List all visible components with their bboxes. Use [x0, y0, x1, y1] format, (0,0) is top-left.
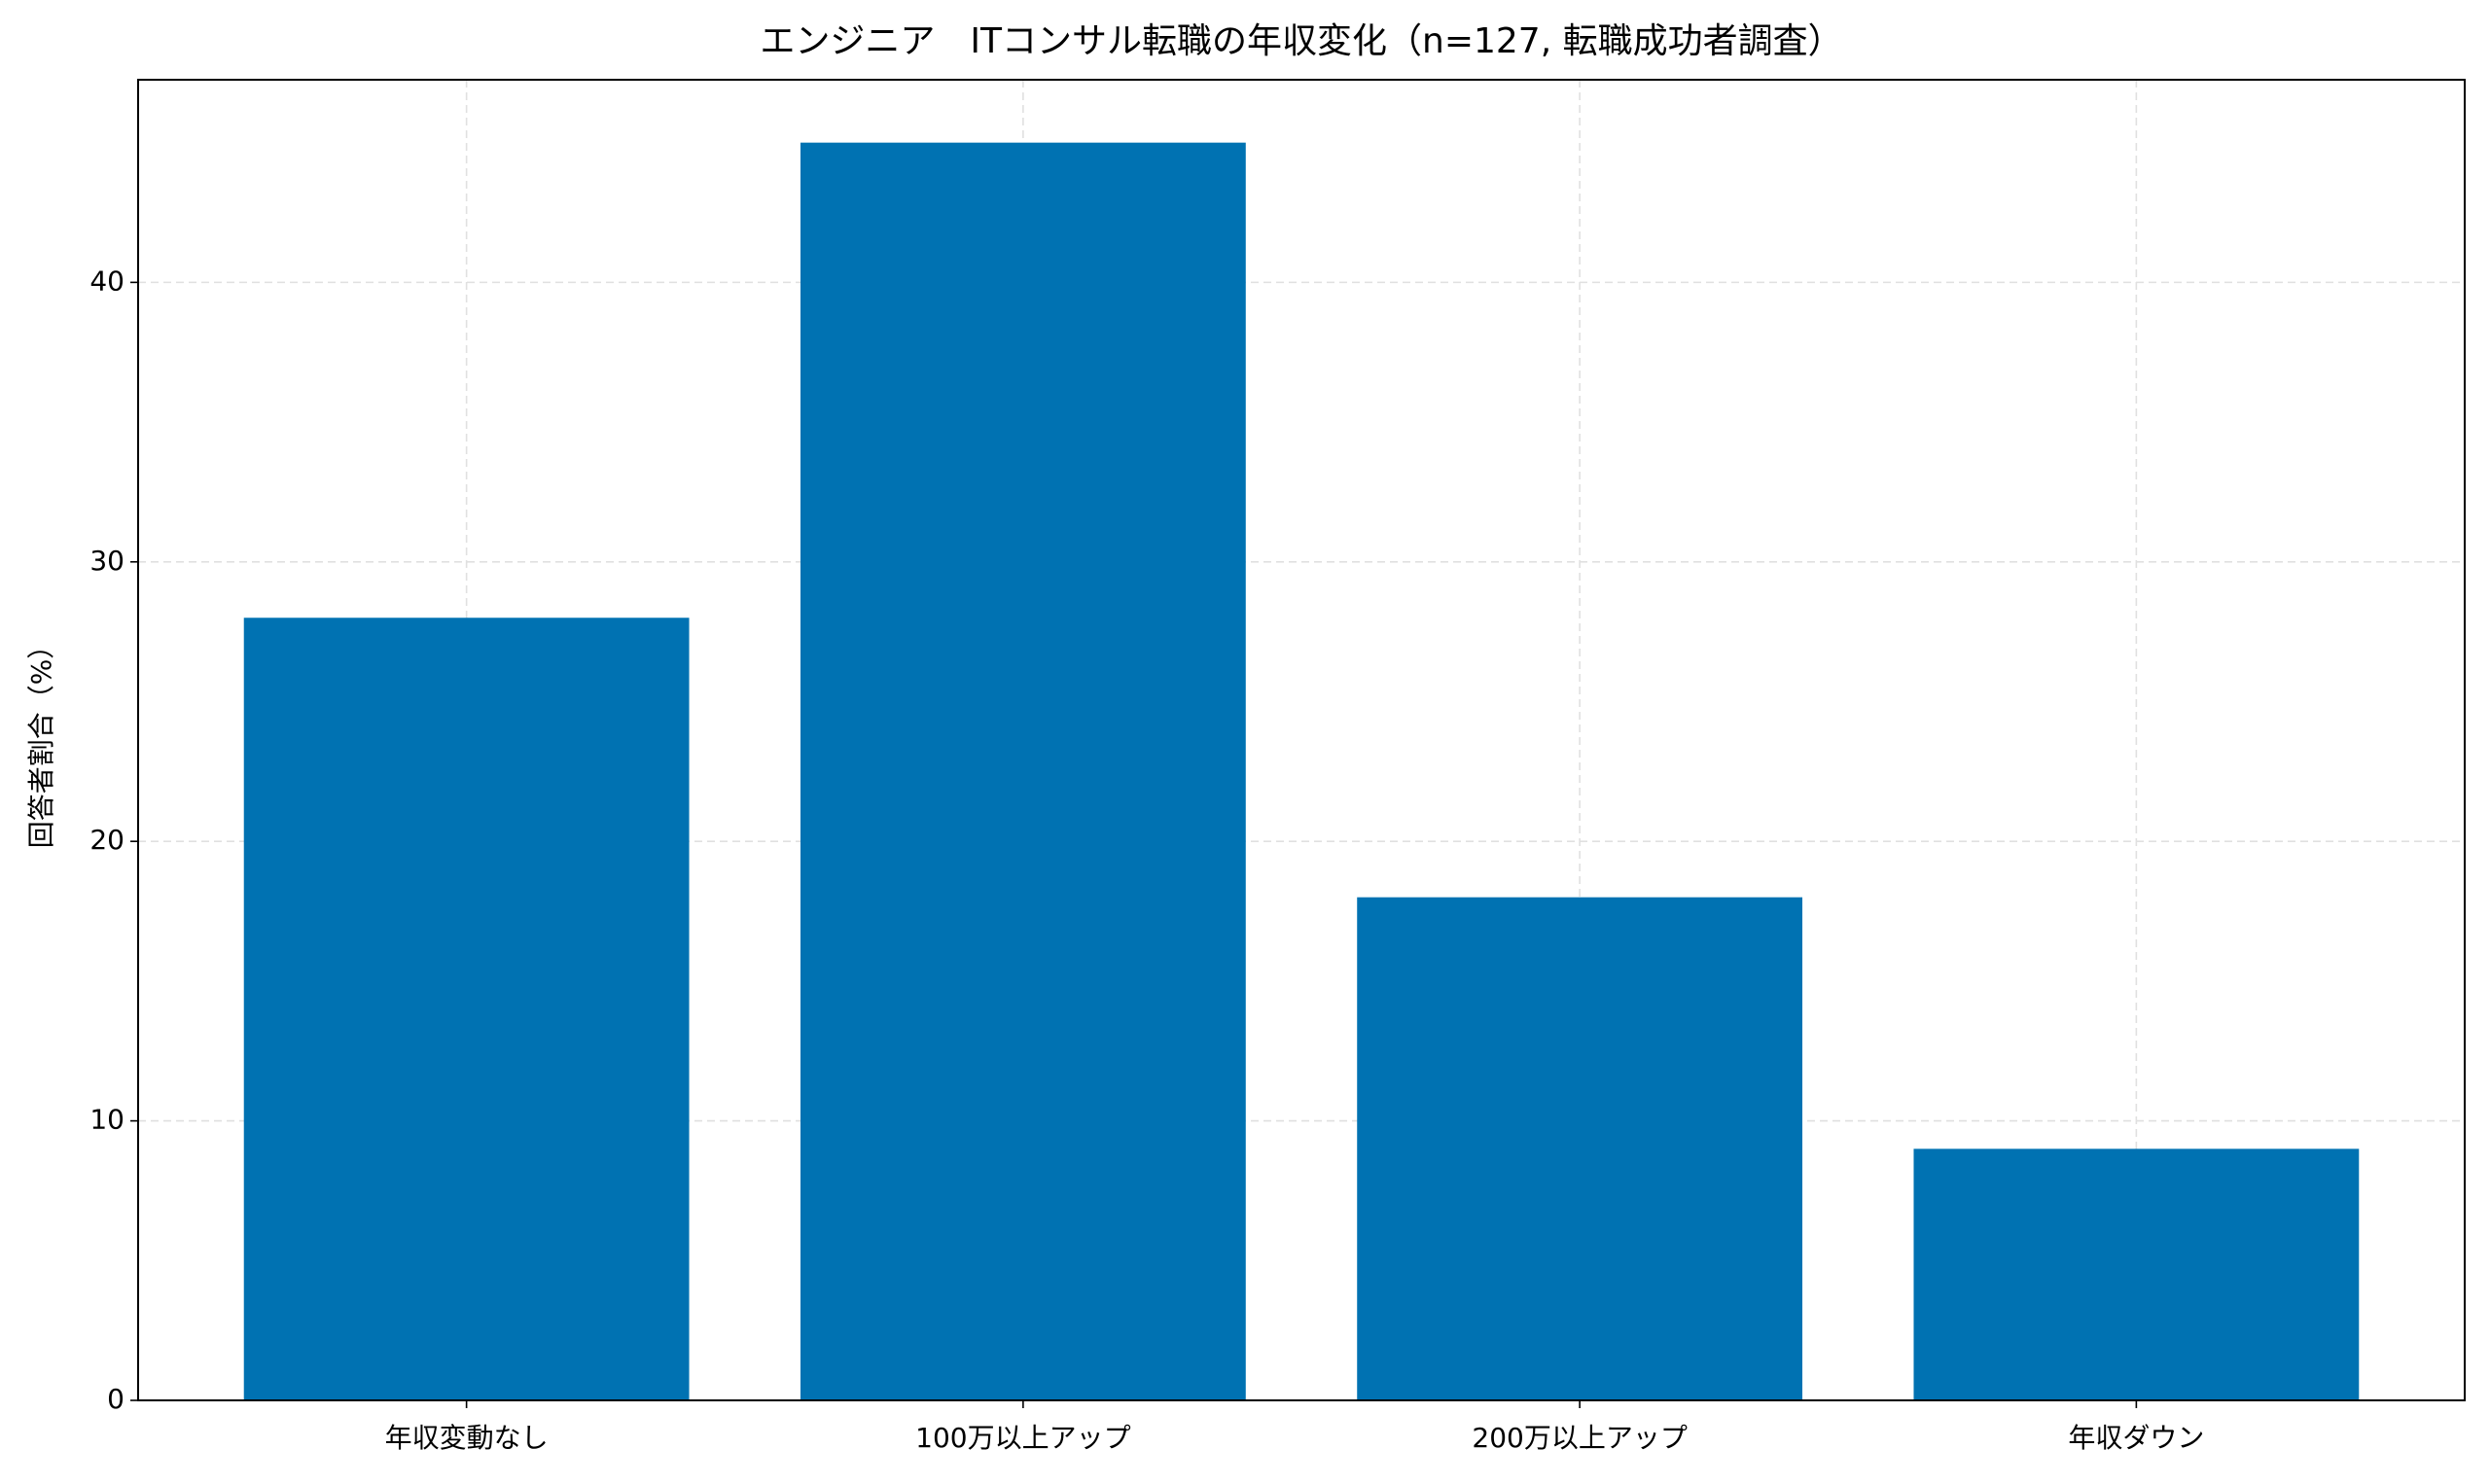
plot-frame: [137, 79, 2466, 1401]
y-tick-label: 30: [89, 545, 124, 577]
y-axis-label: 回答者割合（%）: [25, 632, 57, 849]
bar: [1913, 1148, 2360, 1400]
y-tick-label: 20: [89, 824, 124, 856]
bar: [1357, 897, 1803, 1400]
bar: [800, 142, 1246, 1401]
y-tick-label: 40: [89, 265, 124, 297]
y-tick-label: 10: [89, 1104, 124, 1136]
x-tick-label: 年収ダウン: [2068, 1422, 2204, 1454]
x-tick-label: 100万以上アップ: [915, 1422, 1130, 1454]
x-tick-label: 年収変動なし: [385, 1422, 549, 1454]
x-tick-label: 200万以上アップ: [1472, 1422, 1687, 1454]
bar: [243, 618, 690, 1400]
chart-title: エンジニア ITコンサル転職の年収変化（n=127, 転職成功者調査）: [760, 21, 1842, 61]
y-tick-label: 0: [107, 1383, 124, 1415]
